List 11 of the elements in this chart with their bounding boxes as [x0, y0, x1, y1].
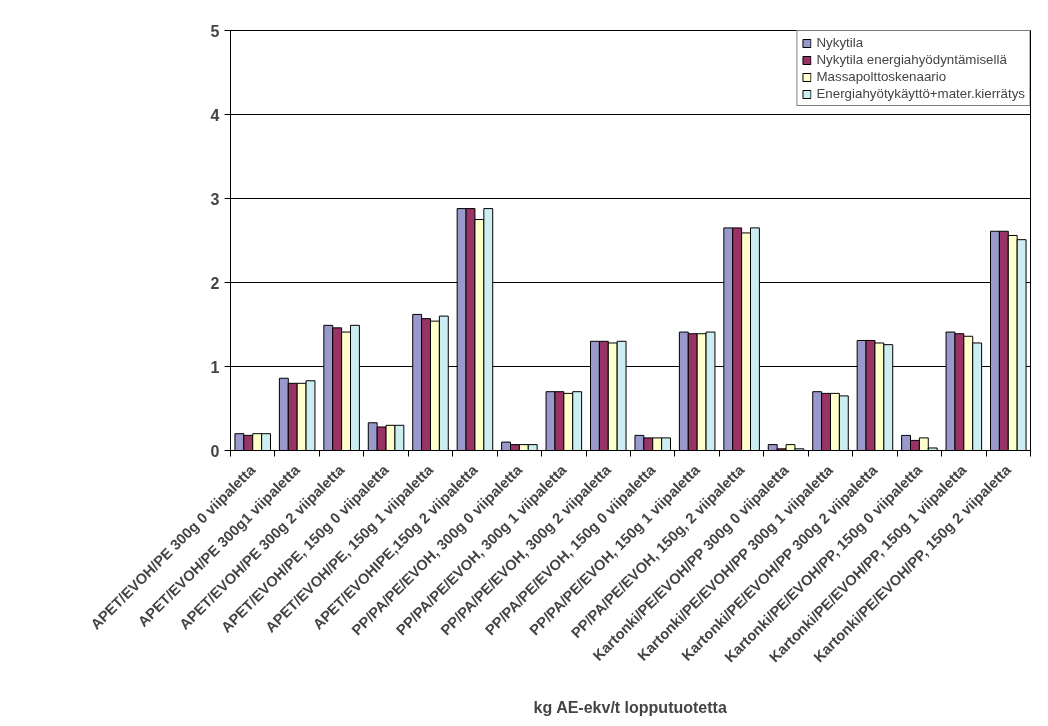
y-tick-label: 1 — [210, 358, 220, 376]
y-tick-label: 4 — [210, 106, 220, 124]
y-tick-label: 0 — [210, 442, 220, 460]
y-tick-label: 3 — [210, 190, 220, 208]
y-tick-label: 5 — [210, 22, 220, 40]
x-axis-title: kg AE-ekv/t lopputuotetta — [533, 699, 727, 716]
legend-label: Nykytila — [816, 35, 864, 50]
y-tick-label: 2 — [210, 274, 220, 292]
legend-label: Massapolttoskenaario — [816, 69, 947, 84]
legend-label: Energiahyötykäyttö+mater.kierrätys — [816, 86, 1025, 101]
legend-label: Nykytila energiahyödyntämisellä — [816, 52, 1007, 67]
